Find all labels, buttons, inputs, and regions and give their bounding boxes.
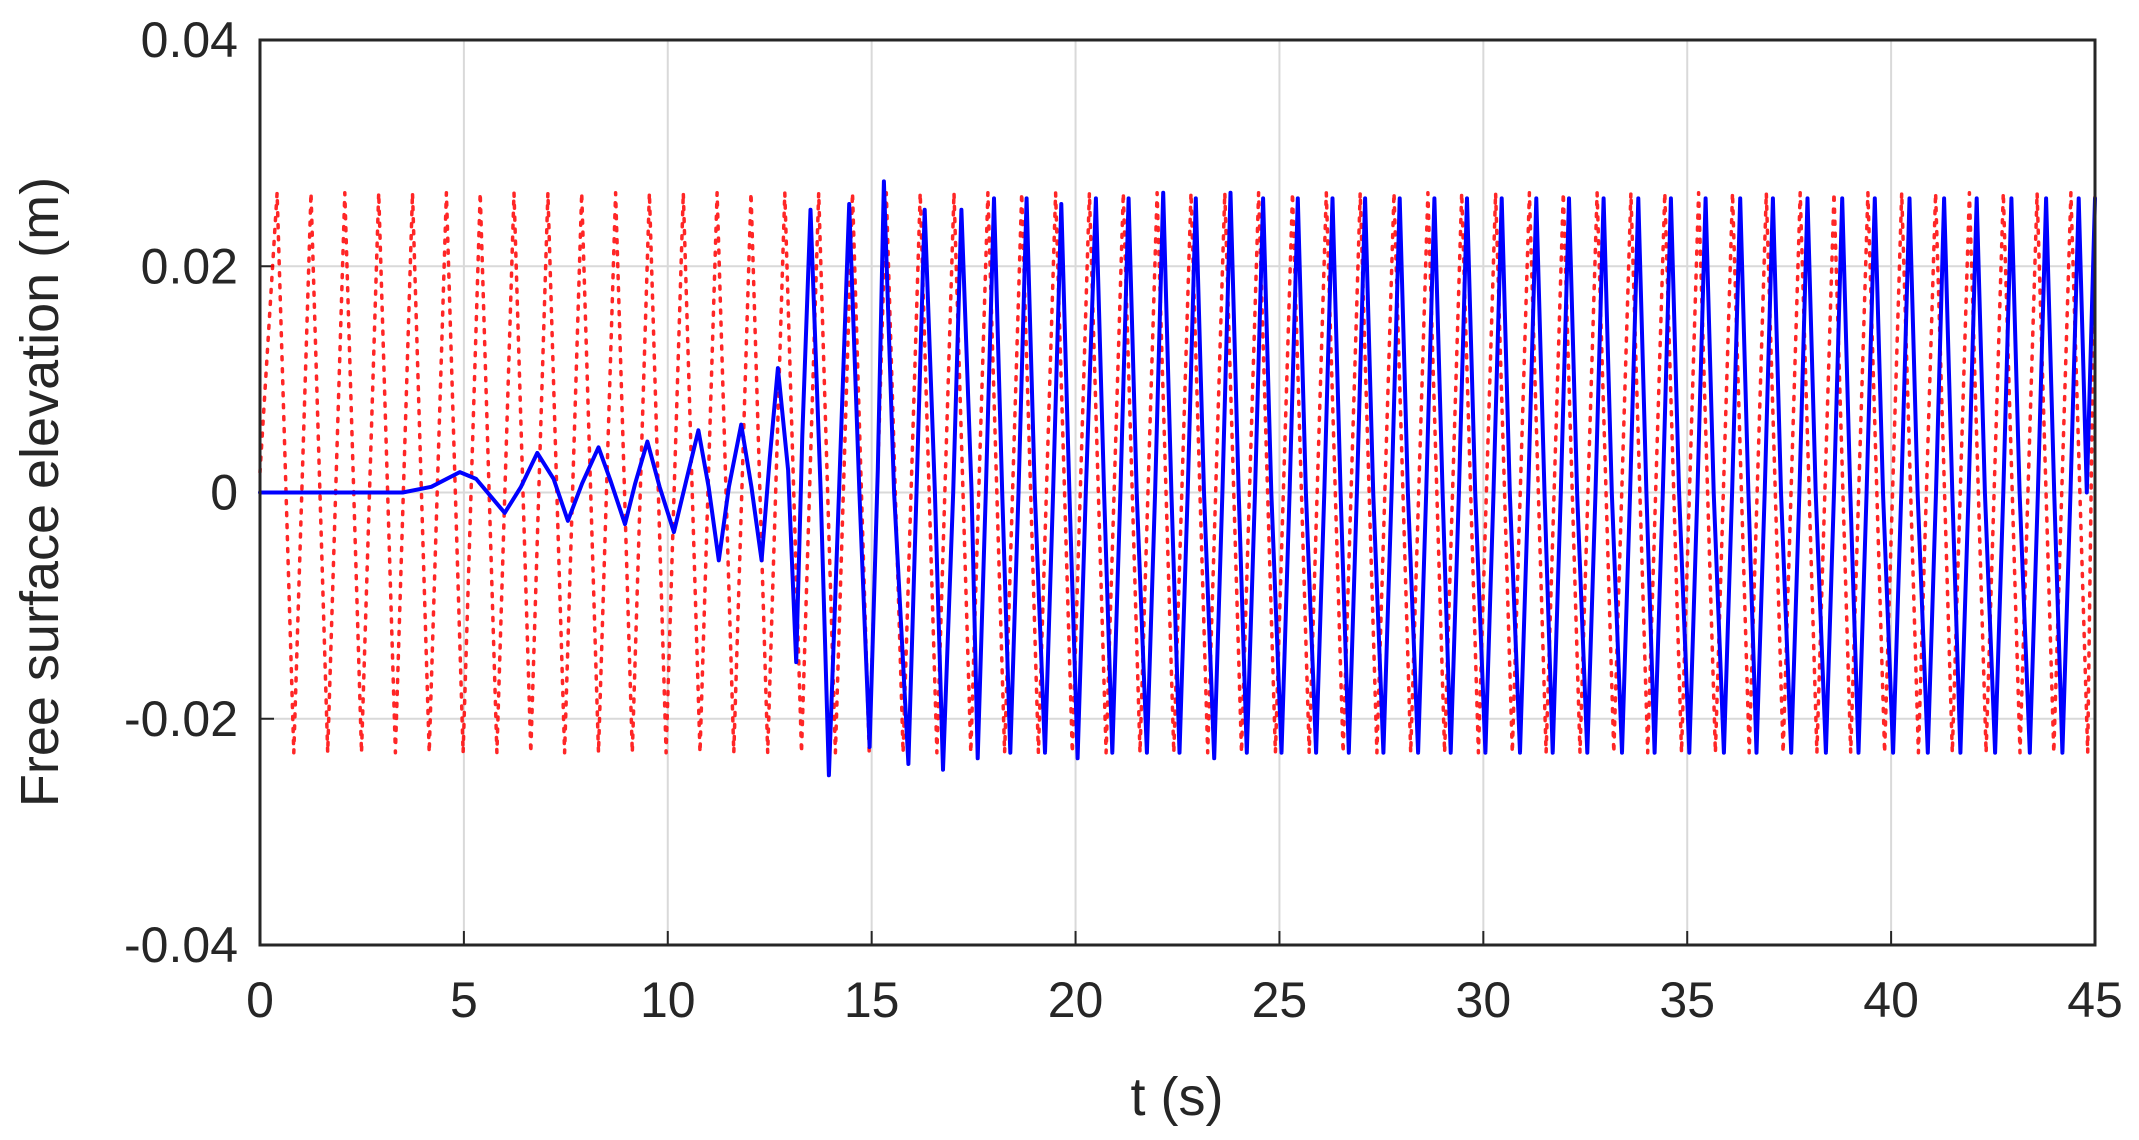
x-tick-label: 10 bbox=[640, 972, 696, 1028]
y-tick-label: 0 bbox=[210, 465, 238, 521]
plot-frame bbox=[258, 38, 2097, 947]
y-tick-label: 0.02 bbox=[141, 238, 238, 294]
y-tick-label: -0.02 bbox=[124, 691, 238, 747]
x-tick-label: 5 bbox=[450, 972, 478, 1028]
y-tick-label: -0.04 bbox=[124, 917, 238, 973]
series-blue-solid-line bbox=[258, 179, 2097, 778]
series-red-dotted-line bbox=[258, 190, 2097, 755]
x-tick-label: 40 bbox=[1863, 972, 1919, 1028]
x-tick-label: 15 bbox=[844, 972, 900, 1028]
x-tick-label: 0 bbox=[246, 972, 274, 1028]
x-tick-label: 35 bbox=[1659, 972, 1715, 1028]
x-tick-label: 30 bbox=[1456, 972, 1512, 1028]
series-layer bbox=[258, 179, 2097, 778]
y-tick-label: 0.04 bbox=[141, 12, 238, 68]
x-tick-labels: 0 5 10 15 20 25 30 35 40 45 bbox=[246, 972, 2123, 1028]
x-axis-label: t (s) bbox=[1131, 1067, 1224, 1127]
x-tick-label: 20 bbox=[1048, 972, 1104, 1028]
x-tick-label: 25 bbox=[1252, 972, 1308, 1028]
y-tick-labels: -0.04 -0.02 0 0.02 0.04 bbox=[124, 12, 238, 973]
x-tick-label: 45 bbox=[2067, 972, 2123, 1028]
y-axis-label: Free surface elevation (m) bbox=[10, 177, 70, 807]
